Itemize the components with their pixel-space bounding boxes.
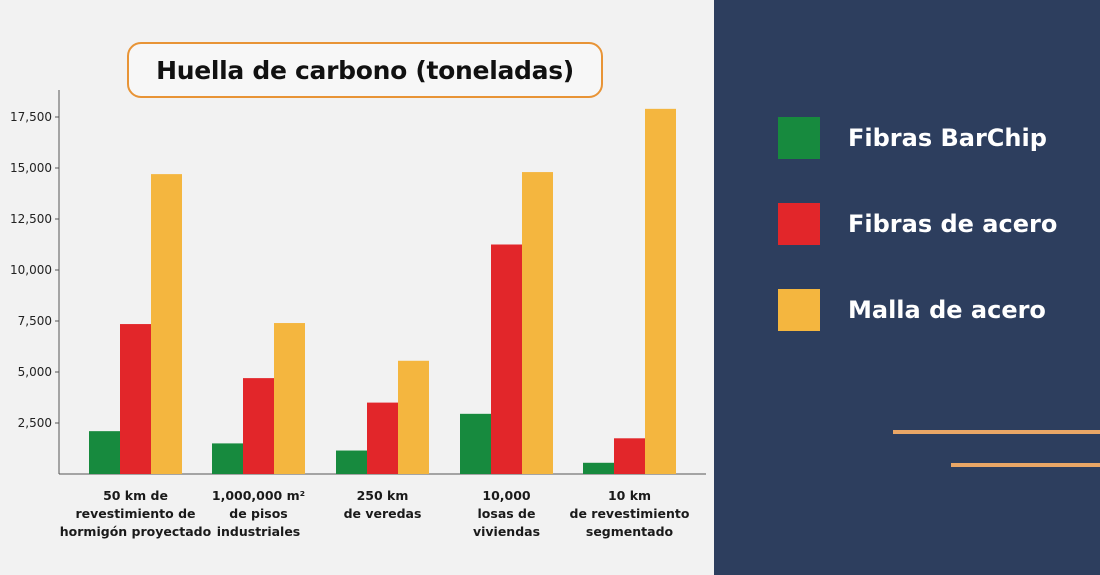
legend-swatch-steel-mesh — [778, 289, 820, 331]
bar-steel-fiber — [491, 244, 522, 474]
legend-panel: Fibras BarChip Fibras de acero Malla de … — [714, 0, 1100, 575]
legend-item-steel-fiber: Fibras de acero — [778, 203, 1057, 245]
y-tick-label: 7,500 — [18, 314, 52, 328]
bar-barchip — [460, 413, 491, 474]
bar-steel-mesh — [522, 172, 553, 474]
legend-item-steel-mesh: Malla de acero — [778, 289, 1046, 331]
y-tick-label: 5,000 — [18, 365, 52, 379]
bar-chart: 2,500 5,000 7,500 10,000 12,500 15,000 17,500 5… — [10, 90, 706, 539]
bar-steel-fiber — [367, 402, 398, 474]
x-category-label: 1,000,000 m² de pisos industriales — [212, 488, 305, 539]
legend-item-barchip: Fibras BarChip — [778, 117, 1047, 159]
legend-swatch-barchip — [778, 117, 820, 159]
bar-barchip — [336, 450, 367, 474]
legend-label-barchip: Fibras BarChip — [848, 124, 1047, 152]
y-tick-label: 17,500 — [10, 110, 52, 124]
x-category-label: 50 km de revestimiento de hormigón proyect… — [60, 488, 212, 539]
decorative-line-top — [893, 430, 1100, 434]
bar-steel-mesh — [151, 174, 182, 474]
bar-steel-mesh — [645, 108, 676, 474]
chart-area: Huella de carbono (toneladas) 2,500 5,000… — [10, 42, 706, 539]
x-category-label: 250 km de veredas — [344, 488, 422, 521]
legend-label-steel-fiber: Fibras de acero — [848, 210, 1058, 238]
bar-steel-fiber — [120, 324, 151, 474]
bar-steel-fiber — [243, 378, 274, 474]
x-category-label: 10,000 losas de viviendas — [473, 488, 540, 539]
y-tick-label: 12,500 — [10, 212, 52, 226]
bar-steel-mesh — [398, 360, 429, 474]
y-tick-label: 2,500 — [18, 416, 52, 430]
legend-swatch-steel-fiber — [778, 203, 820, 245]
x-category-label: 10 km de revestimiento segmentado — [570, 488, 690, 539]
bar-barchip — [89, 431, 120, 474]
bar-steel-mesh — [274, 323, 305, 474]
decorative-line-bottom — [951, 463, 1100, 467]
y-tick-label: 15,000 — [10, 161, 52, 175]
bar-barchip — [212, 443, 243, 474]
bar-barchip — [583, 462, 614, 474]
chart-title: Huella de carbono (toneladas) — [127, 42, 603, 98]
bar-steel-fiber — [614, 438, 645, 474]
legend-label-steel-mesh: Malla de acero — [848, 296, 1046, 324]
y-tick-label: 10,000 — [10, 263, 52, 277]
